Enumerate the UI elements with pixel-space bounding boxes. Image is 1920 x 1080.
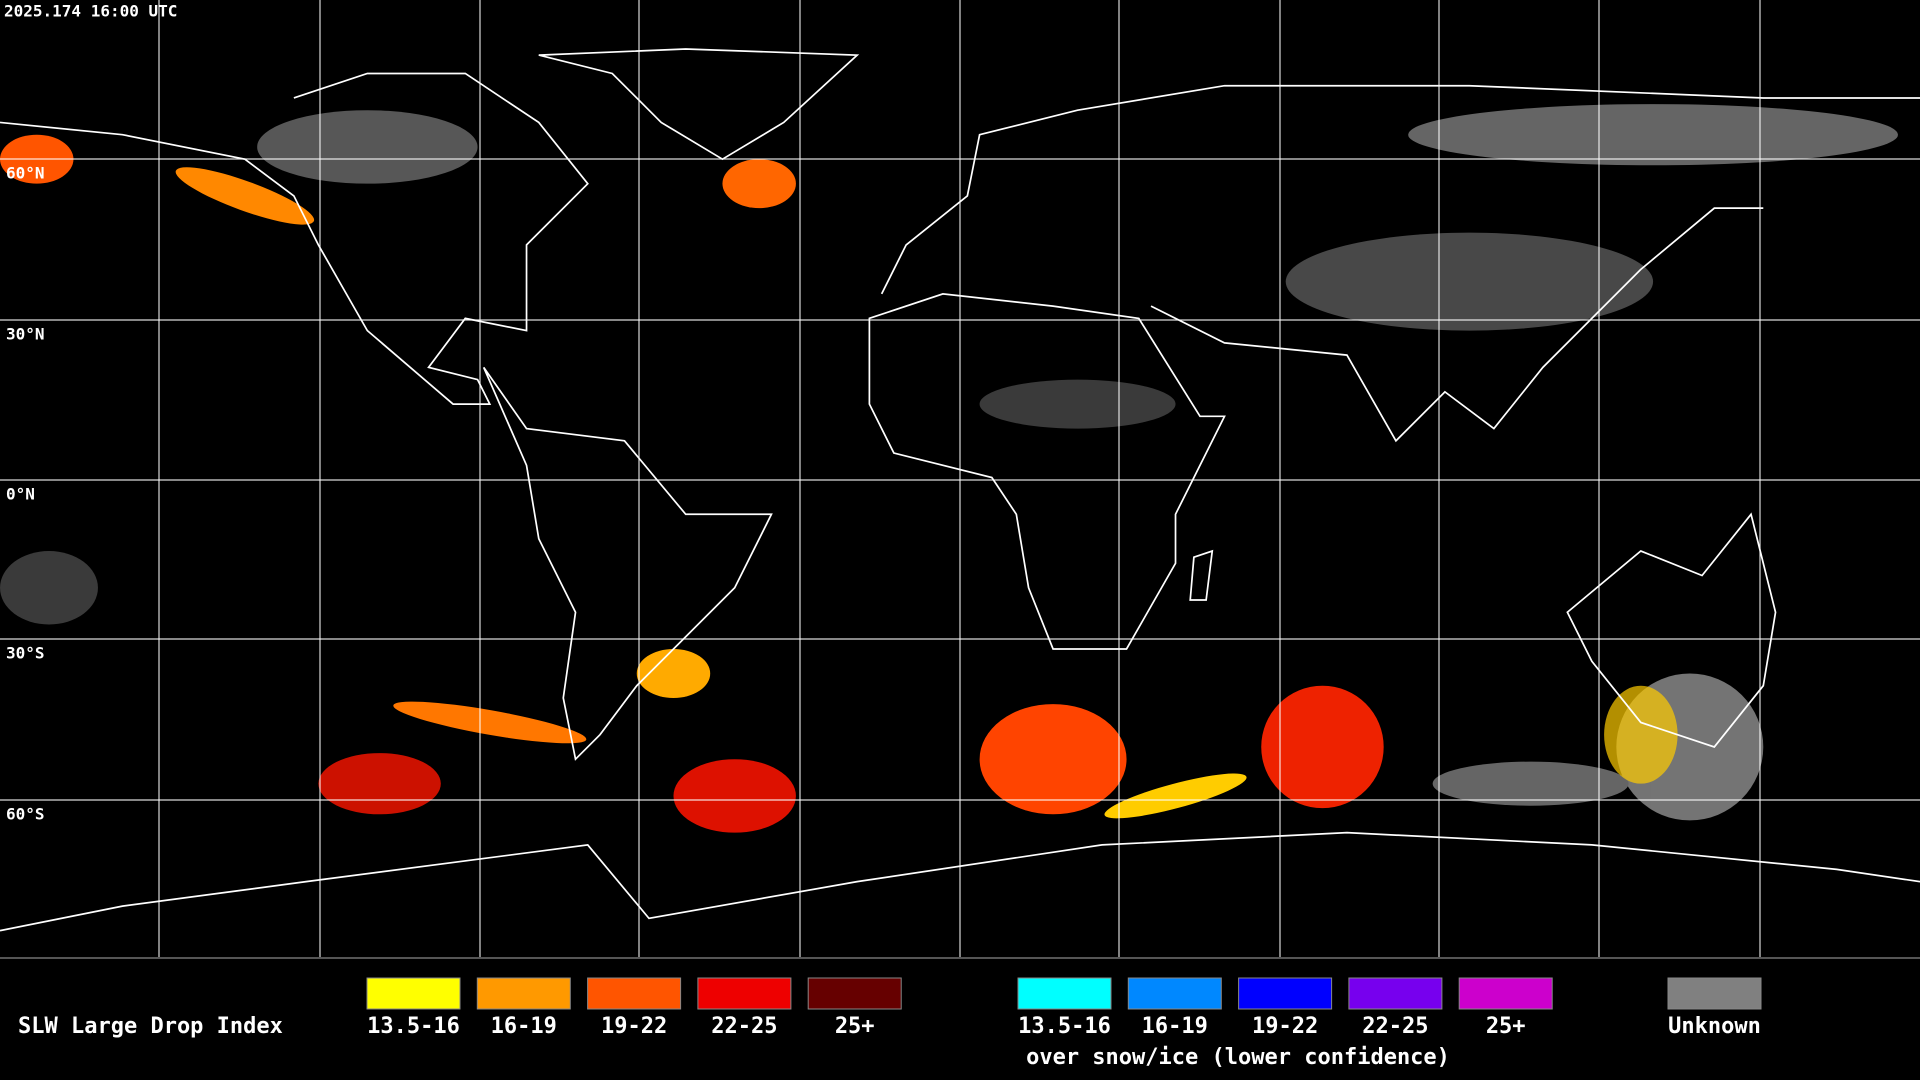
- latitude-label: 0°N: [6, 485, 35, 504]
- latitude-label: 60°N: [6, 164, 45, 183]
- cloud-patches: [0, 104, 1898, 821]
- legend-swatch: [1458, 977, 1553, 1010]
- latitude-label: 60°S: [6, 805, 45, 824]
- legend-swatch: [1348, 977, 1443, 1010]
- legend-swatch: [1017, 977, 1112, 1010]
- legend-swatch: [476, 977, 571, 1010]
- legend-title: SLW Large Drop Index: [18, 1014, 283, 1039]
- legend-label: 25+: [1486, 1014, 1526, 1039]
- legend-label: 22-25: [711, 1014, 777, 1039]
- legend-swatch: [807, 977, 902, 1010]
- legend-swatch: [587, 977, 682, 1010]
- latitude-label: 30°N: [6, 325, 45, 344]
- timestamp: 2025.174 16:00 UTC: [4, 2, 177, 21]
- legend-swatch: [1238, 977, 1333, 1010]
- legend: 13.5-16 16-19 19-22 22-25 25+ 13.5-16 16-19 19-…: [366, 977, 1762, 1070]
- legend-swatch: [1667, 977, 1762, 1010]
- legend-label: Unknown: [1668, 1014, 1761, 1039]
- legend-label: 19-22: [601, 1014, 667, 1039]
- legend-label: 16-19: [1142, 1014, 1208, 1039]
- latitude-labels: 60°N 30°N 0°N 30°S 60°S: [6, 164, 45, 824]
- legend-label: 19-22: [1252, 1014, 1318, 1039]
- legend-label: 16-19: [491, 1014, 557, 1039]
- large-drop-patches: [0, 134, 1678, 833]
- legend-label: 13.5-16: [367, 1014, 460, 1039]
- legend-swatch: [366, 977, 461, 1010]
- legend-caption: over snow/ice (lower confidence): [1026, 1045, 1450, 1070]
- map-imagery: [0, 48, 1920, 932]
- graticule: [0, 0, 1920, 958]
- legend-label: 13.5-16: [1018, 1014, 1111, 1039]
- latitude-label: 30°S: [6, 644, 45, 663]
- legend-swatch: [697, 977, 792, 1010]
- legend-label: 22-25: [1362, 1014, 1428, 1039]
- legend-swatch: [1127, 977, 1222, 1010]
- coastlines: [0, 48, 1920, 932]
- legend-label: 25+: [835, 1014, 875, 1039]
